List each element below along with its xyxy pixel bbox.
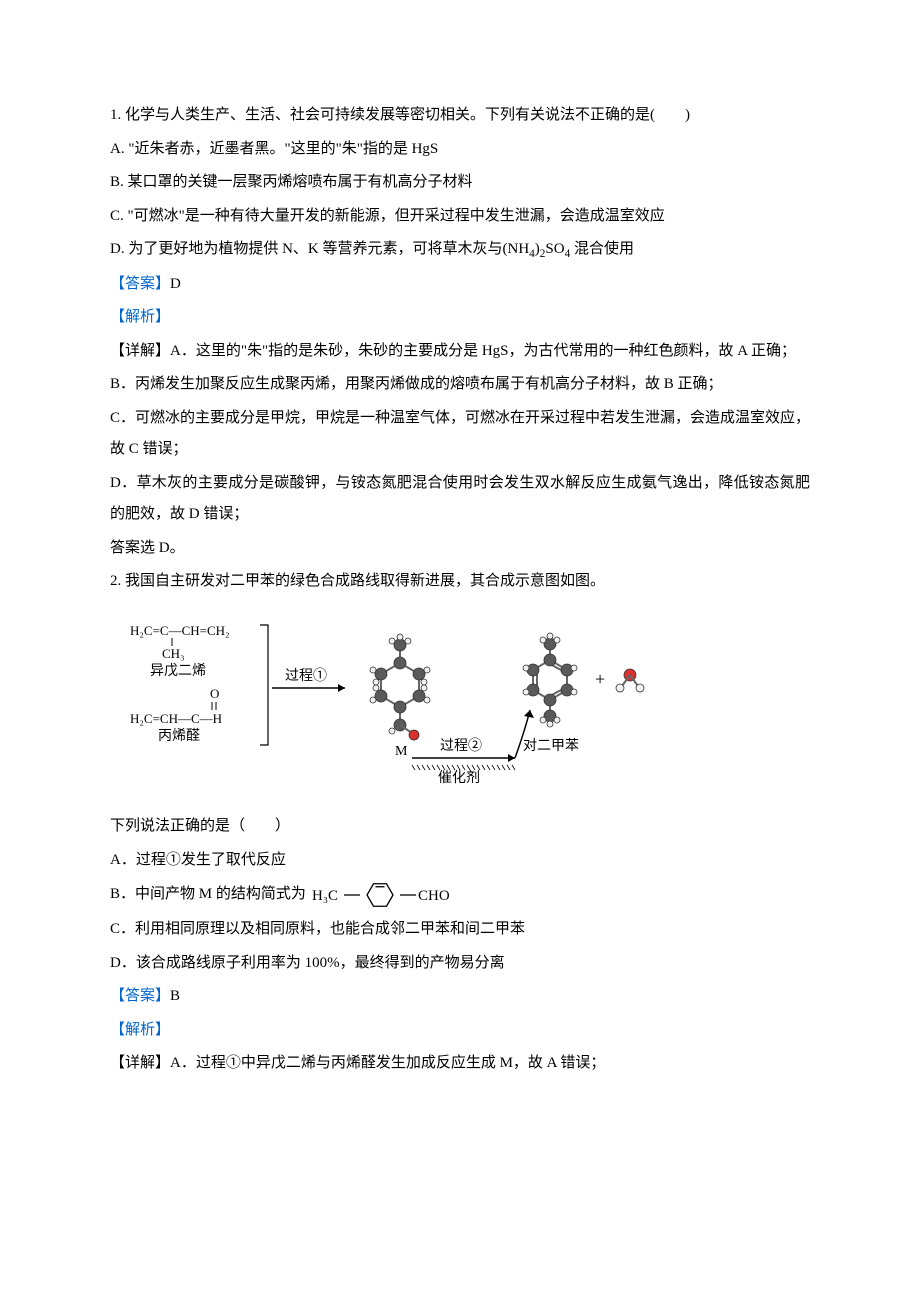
q1-option-b: B. 某口罩的关键一层聚丙烯熔喷布属于有机高分子材料 [110,167,810,199]
q2-detail-a: 【详解】A．过程①中异戊二烯与丙烯醛发生加成反应生成 M，故 A 错误； [110,1048,810,1080]
svg-text:H₃C: H₃C [312,888,338,904]
svg-text:H₂C=C—CH=CH₂: H₂C=C—CH=CH₂ [130,623,230,638]
q2-option-a: A．过程①发生了取代反应 [110,845,810,877]
q2-explain-label: 【解析】 [110,1015,810,1047]
svg-text:对二甲苯: 对二甲苯 [523,737,579,754]
svg-text:过程②: 过程② [440,738,482,754]
q1-detail-b: B．丙烯发生加聚反应生成聚丙烯，用聚丙烯做成的熔喷布属于有机高分子材料，故 B … [110,369,810,401]
q1-stem: 1. 化学与人类生产、生活、社会可持续发展等密切相关。下列有关说法不正确的是( … [110,100,810,132]
answer-value: B [170,988,180,1004]
q1-final: 答案选 D。 [110,533,810,565]
reaction-diagram: H₂C=C—CH=CH₂ CH₃ 异戊二烯 O H₂C=CH—C—H 丙烯醛 过程① M 过程②… [110,610,810,798]
svg-text:M: M [395,744,408,759]
q2-optb-structure: H₃C CHO [310,878,470,912]
q1-explain-label: 【解析】 [110,302,810,334]
svg-text:过程①: 过程① [285,668,327,684]
q2-stem: 2. 我国自主研发对二甲苯的绿色合成路线取得新进展，其合成示意图如图。 [110,566,810,598]
svg-text:异戊二烯: 异戊二烯 [150,663,206,679]
q1-option-d: D. 为了更好地为植物提供 N、K 等营养元素，可将草木灰与(NH4)2SO4 … [110,234,810,267]
q2-answer: 【答案】B [110,981,810,1013]
q2-optb-prefix: B．中间产物 M 的结构简式为 [110,879,306,911]
svg-text:催化剂: 催化剂 [438,770,480,785]
q1-detail-c: C．可燃冰的主要成分是甲烷，甲烷是一种温室气体，可燃冰在开采过程中若发生泄漏，会… [110,403,810,466]
q1-option-c: C. "可燃冰"是一种有待大量开发的新能源，但开采过程中发生泄漏，会造成温室效应 [110,201,810,233]
svg-text:O: O [210,686,219,701]
q1-detail-d: D．草木灰的主要成分是碳酸钾，与铵态氮肥混合使用时会发生双水解反应生成氨气逸出，… [110,468,810,531]
q2-option-c: C．利用相同原理以及相同原料，也能合成邻二甲苯和间二甲苯 [110,914,810,946]
q2-option-d: D．该合成路线原子利用率为 100%，最终得到的产物易分离 [110,948,810,980]
q1-option-a: A. "近朱者赤，近墨者黑。"这里的"朱"指的是 HgS [110,134,810,166]
svg-text:+: + [595,669,605,689]
q1-detail-a: 【详解】A．这里的"朱"指的是朱砂，朱砂的主要成分是 HgS，为古代常用的一种红… [110,336,810,368]
svg-text:丙烯醛: 丙烯醛 [158,728,200,744]
answer-label: 【答案】 [110,276,170,292]
svg-text:H₂C=CH—C—H: H₂C=CH—C—H [130,711,222,726]
answer-label: 【答案】 [110,988,170,1004]
svg-text:CHO: CHO [418,888,450,904]
svg-text:CH₃: CH₃ [162,646,185,661]
answer-value: D [170,276,181,292]
q2-prompt: 下列说法正确的是（ ） [110,811,810,843]
q2-option-b: B．中间产物 M 的结构简式为 H₃C CHO [110,878,810,912]
q1-answer: 【答案】D [110,269,810,301]
